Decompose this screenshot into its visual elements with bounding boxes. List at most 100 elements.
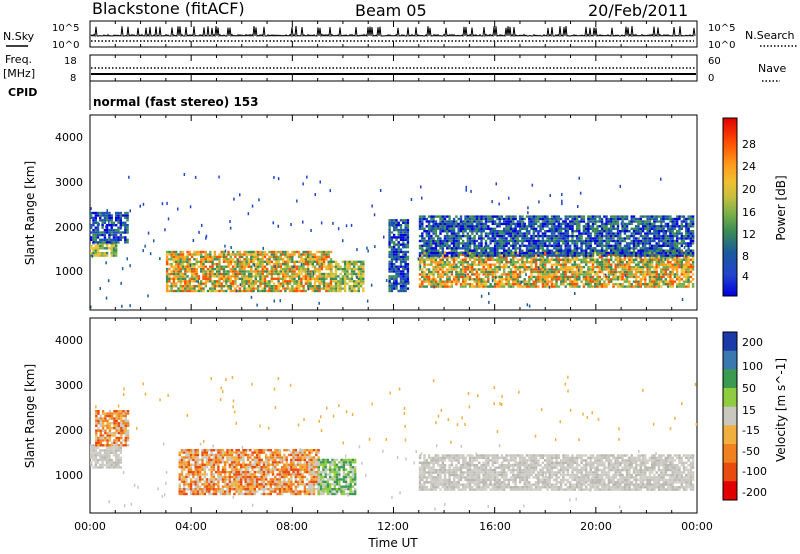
heatmap-cell: [594, 215, 597, 218]
heatmap-cell: [473, 285, 476, 288]
heatmap-cell: [484, 239, 488, 243]
heatmap-cell: [446, 227, 449, 230]
heatmap-cell: [177, 267, 180, 271]
heatmap-cell: [126, 219, 129, 222]
heatmap-cell: [669, 283, 672, 286]
heatmap-cell: [94, 247, 97, 250]
heatmap-cell: [96, 228, 100, 232]
heatmap-cell: [637, 268, 640, 271]
heatmap-cell: [309, 287, 312, 290]
heatmap-cell: [478, 258, 481, 261]
heatmap-cell: [687, 225, 690, 228]
heatmap-cell: [669, 261, 672, 264]
scatter-cell: [532, 247, 535, 250]
heatmap-cell: [541, 220, 545, 223]
heatmap-cell: [653, 285, 656, 288]
heatmap-cell: [603, 239, 606, 243]
scatter-cell: [508, 196, 510, 200]
heatmap-cell: [450, 220, 454, 223]
heatmap-cell: [406, 226, 410, 229]
heatmap-cell: [243, 277, 246, 280]
heatmap-cell: [544, 249, 547, 252]
heatmap-cell: [268, 285, 271, 288]
heatmap-cell: [591, 225, 595, 228]
heatmap-cell: [404, 246, 407, 249]
heatmap-cell: [516, 222, 520, 226]
heatmap-cell: [587, 220, 590, 223]
heatmap-cell: [452, 225, 456, 228]
heatmap-cell: [99, 219, 102, 222]
heatmap-cell: [621, 270, 624, 274]
heatmap-cell: [355, 260, 358, 263]
heatmap-cell: [222, 255, 226, 259]
heatmap-cell: [291, 265, 294, 268]
heatmap-cell: [188, 282, 191, 285]
heatmap-cell: [475, 278, 479, 281]
heatmap-cell: [689, 239, 693, 243]
heatmap-cell: [530, 273, 533, 276]
heatmap-cell: [623, 239, 627, 243]
heatmap-cell: [541, 256, 545, 259]
heatmap-cell: [353, 263, 356, 266]
heatmap-cell: [628, 230, 631, 233]
heatmap-cell: [291, 285, 294, 288]
heatmap-cell: [600, 283, 604, 286]
heatmap-cell: [302, 258, 305, 261]
heatmap-cell: [434, 242, 438, 245]
heatmap-cell: [680, 258, 683, 261]
heatmap-cell: [220, 285, 223, 288]
heatmap-cell: [439, 237, 442, 240]
heatmap-cell: [484, 285, 488, 288]
heatmap-cell: [462, 261, 465, 264]
heatmap-cell: [478, 273, 481, 276]
heatmap-cell: [229, 285, 232, 288]
heatmap-cell: [302, 253, 305, 256]
heatmap-cell: [286, 267, 289, 271]
heatmap-cell: [691, 249, 695, 252]
heatmap-cell: [539, 280, 542, 283]
heatmap-cell: [666, 254, 670, 257]
heatmap-cell: [300, 265, 303, 268]
heatmap-cell: [115, 216, 118, 220]
heatmap-cell: [591, 278, 595, 281]
heatmap-cell: [421, 280, 424, 283]
heatmap-cell: [478, 225, 481, 228]
heatmap-cell: [427, 268, 431, 271]
heatmap-cell: [646, 227, 649, 230]
heatmap-cell: [484, 263, 488, 266]
heatmap-cell: [459, 215, 463, 218]
scatter-cell: [164, 228, 166, 232]
heatmap-cell: [337, 289, 340, 293]
heatmap-cell: [311, 255, 314, 259]
heatmap-cell: [548, 237, 551, 240]
heatmap-cell: [218, 285, 221, 288]
heatmap-cell: [557, 222, 560, 226]
heatmap-cell: [548, 261, 551, 264]
heatmap-cell: [115, 241, 118, 244]
heatmap-cell: [362, 267, 365, 271]
heatmap-cell: [685, 234, 688, 238]
heatmap-cell: [553, 230, 556, 233]
heatmap-cell: [528, 283, 531, 286]
heatmap-cell: [489, 220, 492, 223]
heatmap-cell: [311, 253, 314, 256]
heatmap-cell: [307, 263, 310, 266]
heatmap-cell: [580, 251, 583, 255]
heatmap-cell: [434, 258, 438, 261]
heatmap-cell: [553, 278, 556, 281]
heatmap-cell: [669, 251, 672, 255]
heatmap-cell: [92, 231, 95, 234]
heatmap-cell: [446, 270, 449, 274]
heatmap-cell: [343, 289, 347, 293]
heatmap-cell: [266, 270, 269, 273]
heatmap-cell: [430, 278, 433, 281]
heatmap-cell: [555, 258, 558, 261]
heatmap-cell: [578, 285, 581, 288]
heatmap-cell: [669, 273, 672, 276]
heatmap-cell: [546, 237, 549, 240]
heatmap-cell: [270, 287, 273, 290]
heatmap-cell: [437, 239, 440, 243]
heatmap-cell: [165, 275, 169, 278]
heatmap-cell: [628, 268, 631, 271]
heatmap-cell: [619, 285, 622, 288]
